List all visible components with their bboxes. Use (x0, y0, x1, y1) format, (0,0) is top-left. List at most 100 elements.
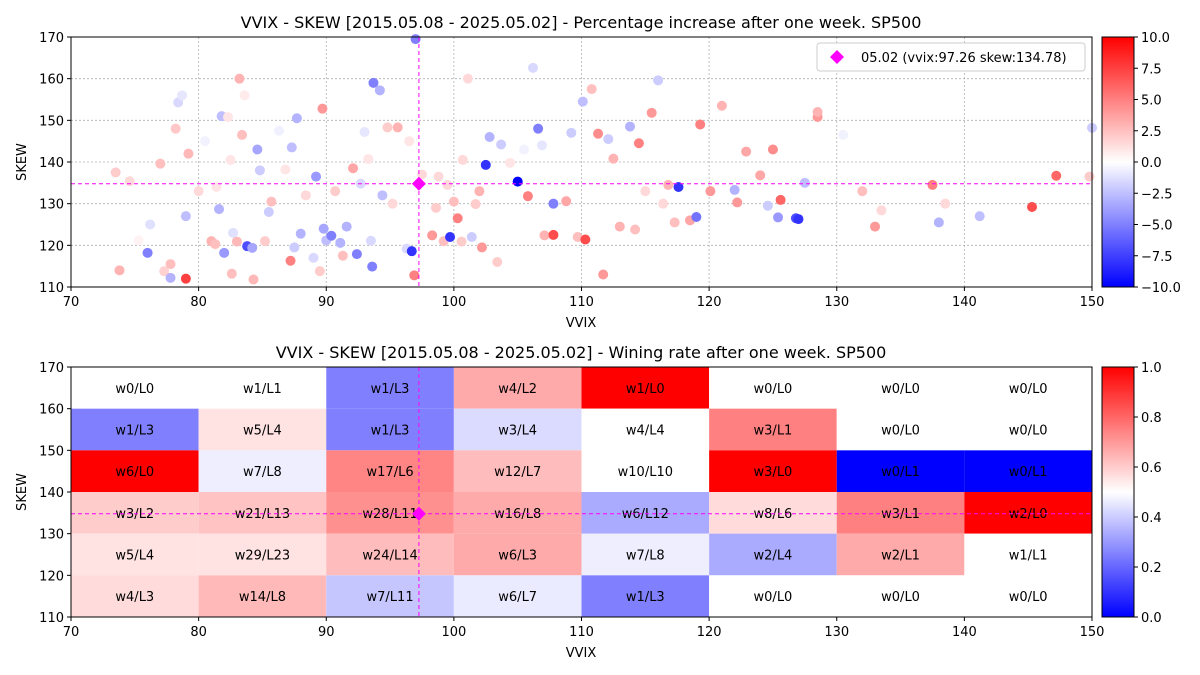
heatmap-cell-label: w1/L3 (371, 424, 410, 439)
heatmap-x-tick-label: 70 (63, 625, 80, 640)
heatmap-x-tick-label: 100 (441, 625, 466, 640)
heatmap-cell (71, 408, 199, 451)
scatter-point (433, 171, 444, 182)
heatmap-cell (581, 367, 710, 409)
scatter-point (624, 121, 635, 132)
scatter-point (222, 112, 233, 122)
heatmap-cell (836, 575, 965, 617)
heatmap-cell-label: w6/L12 (622, 507, 669, 522)
scatter-colorbar-tick-label: 7.5 (1141, 62, 1162, 77)
scatter-point (577, 96, 588, 107)
scatter-colorbar-tick-label: −2.5 (1141, 187, 1173, 202)
scatter-point (505, 157, 516, 168)
scatter-point (857, 186, 868, 197)
scatter-point (448, 196, 459, 207)
scatter-point (793, 214, 804, 225)
heatmap-cell (964, 367, 1092, 409)
heatmap-cell-label: w7/L8 (243, 465, 282, 480)
scatter-point (452, 213, 463, 224)
heatmap-cell-label: w8/L6 (754, 507, 793, 522)
scatter-point (470, 199, 481, 210)
heatmap-cell-label: w0/L0 (881, 382, 920, 397)
heatmap-cell (453, 575, 582, 617)
heatmap-cell-label: w0/L0 (881, 590, 920, 605)
scatter-point (170, 123, 181, 134)
scatter-marker (71, 37, 1092, 287)
scatter-point (445, 232, 456, 242)
heatmap-cell-label: w1/L1 (1009, 549, 1048, 564)
heatmap-colorbar-tick-label: 0.8 (1141, 411, 1162, 426)
heatmap-cell-label: w6/L3 (498, 549, 537, 564)
heatmap-cell-label: w10/L10 (618, 465, 673, 480)
scatter-point (586, 84, 597, 95)
heatmap-cell (453, 492, 582, 534)
scatter-point (280, 164, 291, 175)
scatter-point (614, 221, 625, 232)
heatmap-cell (836, 533, 965, 576)
heatmap-cell (581, 575, 710, 617)
scatter-point (308, 252, 319, 263)
scatter-point (142, 247, 153, 258)
scatter-point (409, 270, 420, 281)
heatmap-cell-label: w0/L0 (115, 382, 154, 397)
scatter-point (442, 179, 453, 190)
scatter-point (211, 182, 222, 192)
scatter-point (598, 269, 609, 280)
heatmap-cell-label: w0/L0 (1009, 590, 1048, 605)
scatter-point (406, 246, 417, 257)
heatmap-x-tick-label: 120 (697, 625, 722, 640)
heatmap-y-tick-label: 110 (39, 611, 64, 626)
scatter-colorbar-tick-label: 0.0 (1141, 156, 1162, 171)
heatmap-cell-label: w0/L1 (881, 465, 920, 480)
heatmap-cell-label: w3/L4 (498, 424, 537, 439)
scatter-point (317, 103, 328, 114)
scatter-point (165, 272, 176, 283)
heatmap-cell-label: w1/L3 (115, 424, 154, 439)
scatter-point (254, 165, 265, 176)
scatter-point (729, 184, 740, 195)
scatter-point (716, 100, 727, 111)
scatter-point (496, 139, 507, 150)
scatter-point (536, 140, 547, 151)
scatter-point (927, 179, 938, 190)
heatmap-x-tick-label: 90 (318, 625, 335, 640)
scatter-point (456, 236, 467, 247)
heatmap-colorbar-tick-label: 0.6 (1141, 461, 1162, 476)
scatter-point (522, 191, 533, 202)
heatmap-cell (453, 450, 582, 492)
scatter-point (838, 129, 849, 140)
heatmap-x-tick-label: 140 (952, 625, 977, 640)
scatter-y-tick-label: 110 (39, 281, 64, 296)
scatter-point (285, 255, 296, 266)
heatmap-cell (326, 367, 454, 409)
scatter-point (933, 217, 944, 228)
scatter-point (548, 229, 559, 240)
heatmap-colorbar-tick-label: 0.0 (1141, 611, 1162, 626)
heatmap-cell (709, 492, 837, 534)
heatmap-cell-label: w0/L1 (1009, 465, 1048, 480)
scatter-point (110, 167, 121, 178)
scatter-point (1027, 202, 1038, 212)
heatmap-colorbar-tick-label: 1.0 (1141, 361, 1162, 376)
heatmap-cell (709, 575, 837, 617)
heatmap-x-tick-label: 110 (569, 625, 594, 640)
heatmap-cell-label: w1/L3 (371, 382, 410, 397)
heatmap-y-ticks: 110 120 130 140 150 160 170 (39, 361, 71, 626)
scatter-point (561, 196, 572, 207)
heatmap-cell-label: w2/L1 (881, 549, 920, 564)
scatter-point (231, 236, 242, 247)
scatter-point (548, 198, 559, 209)
heatmap-cell-label: w3/L1 (754, 424, 793, 439)
scatter-colorbar-tick-label: −10.0 (1141, 281, 1181, 296)
scatter-x-ticks: 70 80 90 100 110 120 130 140 150 (63, 287, 1104, 310)
scatter-point (183, 148, 194, 159)
scatter-x-axis-label: VVIX (566, 316, 597, 331)
scatter-point (266, 196, 277, 207)
heatmap-cell (964, 408, 1092, 451)
heatmap-colorbar-tick-label: 0.2 (1141, 561, 1162, 576)
scatter-point (377, 190, 388, 201)
scatter-legend: 05.02 (vvix:97.26 skew:134.78) (816, 42, 1086, 72)
scatter-point (940, 198, 951, 209)
scatter-point (539, 230, 550, 241)
